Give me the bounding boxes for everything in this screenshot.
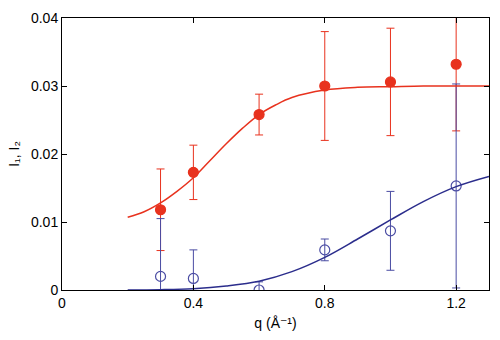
svg-text:0.4: 0.4: [184, 295, 204, 311]
svg-text:1.2: 1.2: [446, 295, 466, 311]
svg-text:I₁, I₂: I₁, I₂: [6, 141, 22, 167]
svg-text:q (Å⁻¹): q (Å⁻¹): [254, 315, 296, 331]
svg-text:0: 0: [50, 282, 58, 298]
svg-text:0.03: 0.03: [31, 78, 58, 94]
svg-text:0: 0: [58, 295, 66, 311]
svg-text:0.8: 0.8: [315, 295, 335, 311]
svg-text:0.02: 0.02: [31, 146, 58, 162]
svg-text:0.04: 0.04: [31, 10, 58, 26]
svg-text:0.01: 0.01: [31, 214, 58, 230]
